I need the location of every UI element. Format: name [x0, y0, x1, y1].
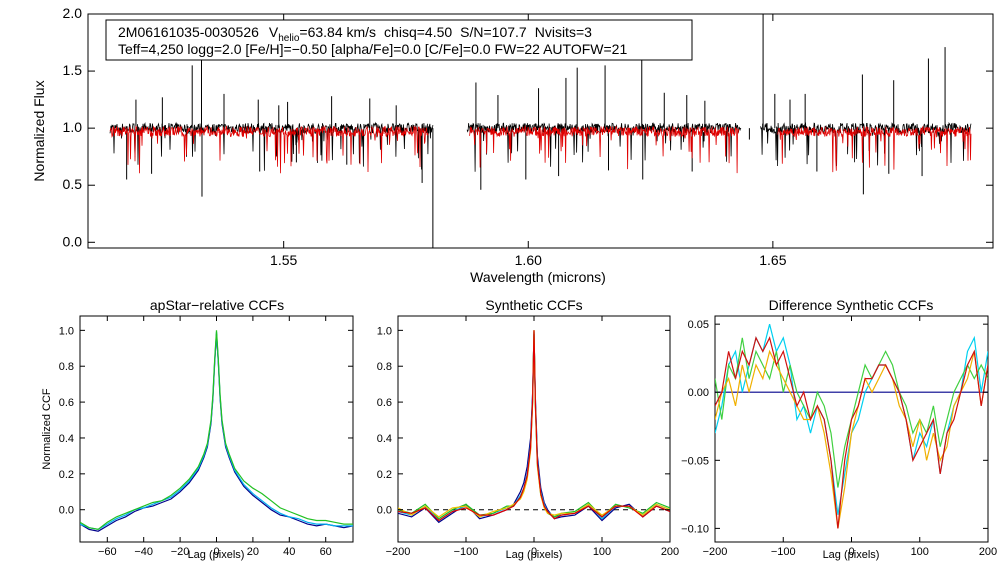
apstar-ccf-x-tick-label: −60	[98, 546, 117, 558]
synthetic-ccf-ticks: −200 −100 0 100 200 0.0 0.2 0.4 0.6 0.8 1.0	[377, 316, 679, 558]
apstar-ccf-y-tick-label: 0.2	[59, 469, 74, 481]
chisq-value: chisq=4.50	[384, 24, 452, 40]
synthetic-ccf-y-tick-label: 0.8	[377, 361, 392, 373]
apstar-ccf-y-tick-label: 0.4	[59, 433, 74, 445]
synthetic-ccf-y-tick-label: 0.2	[377, 469, 392, 481]
synthetic-ccf-panel: Synthetic CCFs −200 −100 0 100 200 0.0 0.2 0.4 0…	[377, 297, 679, 561]
difference-ccf-line-diff-2	[715, 337, 988, 488]
v-helio-prefix: V	[269, 24, 279, 40]
spectrum-y-axis-label: Normalized Flux	[31, 80, 47, 181]
snr-value: S/N=107.7	[460, 24, 527, 40]
apstar-ccf-y-axis-label: Normalized CCF	[41, 388, 53, 470]
difference-ccf-frame	[714, 315, 989, 543]
apstar-ccf-x-tick-label: 0	[213, 546, 219, 558]
spectrum-x-tick-label: 1.60	[515, 252, 542, 268]
info-line-1: 2M06161035-0030526 Vhelio=63.84 km/s chisq…	[118, 24, 592, 44]
synthetic-ccf-x-tick-label: 200	[661, 546, 679, 558]
synthetic-ccf-x-tick-label: −100	[454, 546, 479, 558]
apstar-ccf-panel: apStar−relative CCFs −60 −40 −20 0 20 40 60 0.0…	[41, 297, 354, 561]
synthetic-ccf-series	[398, 330, 670, 524]
star-id: 2M06161035-0030526	[118, 24, 259, 40]
difference-ccf-series	[715, 324, 988, 529]
apstar-ccf-y-tick-label: 0.0	[59, 505, 74, 517]
difference-ccf-title: Difference Synthetic CCFs	[769, 297, 934, 313]
v-helio-subscript: helio	[278, 33, 300, 44]
nvisits-value: Nvisits=3	[535, 24, 592, 40]
apstar-ccf-y-tick-label: 0.6	[59, 397, 74, 409]
spectrum-line-synthetic	[109, 125, 972, 174]
spectrum-panel: 1.55 1.60 1.65 0.0 0.5 1.0 1.5 2.0 2M06161035-0…	[31, 5, 994, 285]
difference-ccf-ticks: −200 −100 0 100 200 −0.10 −0.05 0.00 0.05	[681, 316, 997, 558]
spectrum-y-tick-label: 1.0	[63, 119, 83, 135]
spectrum-ticks: 1.55 1.60 1.65 0.0 0.5 1.0 1.5 2.0	[63, 5, 993, 268]
difference-ccf-x-tick-label: 100	[911, 546, 929, 558]
difference-ccf-y-tick-label: −0.10	[681, 523, 709, 535]
difference-ccf-y-tick-label: 0.05	[688, 319, 709, 331]
apstar-ccf-series	[80, 330, 353, 532]
info-line-2: Teff=4,250 logg=2.0 [Fe/H]=−0.50 [alpha/…	[118, 41, 627, 57]
apstar-ccf-y-tick-label: 1.0	[59, 325, 74, 337]
spectrum-plot-frame	[87, 13, 994, 249]
spectrum-x-axis-label: Wavelength (microns)	[470, 269, 606, 285]
difference-ccf-x-tick-label: −100	[771, 546, 796, 558]
v-helio-value: =63.84 km/s	[299, 24, 376, 40]
apstar-ccf-x-tick-label: 60	[320, 546, 332, 558]
info-box	[105, 19, 693, 61]
apstar-ccf-line-visit-3	[80, 330, 353, 531]
apstar-ccf-x-tick-label: −20	[171, 546, 190, 558]
difference-ccf-line-diff-3	[715, 349, 988, 529]
difference-ccf-x-tick-label: −200	[703, 546, 728, 558]
synthetic-ccf-title: Synthetic CCFs	[485, 297, 582, 313]
spectrum-series	[109, 14, 972, 248]
synthetic-ccf-x-tick-label: −200	[386, 546, 411, 558]
difference-ccf-x-tick-label: 0	[848, 546, 854, 558]
spectrum-y-tick-label: 1.5	[63, 62, 83, 78]
synthetic-ccf-y-tick-label: 0.6	[377, 397, 392, 409]
apstar-ccf-title: apStar−relative CCFs	[150, 297, 284, 313]
difference-ccf-x-tick-label: 200	[979, 546, 997, 558]
difference-ccf-panel: Difference Synthetic CCFs −200 −100 0 100 20…	[681, 297, 997, 561]
apstar-ccf-x-tick-label: 40	[283, 546, 295, 558]
difference-ccf-x-axis-label: Lag (pixels)	[823, 549, 880, 561]
synthetic-ccf-y-tick-label: 0.4	[377, 433, 392, 445]
spectrum-y-tick-label: 0.5	[63, 176, 83, 192]
difference-ccf-y-tick-label: −0.05	[681, 455, 709, 467]
synthetic-ccf-line-model-5	[398, 330, 670, 522]
difference-ccf-line-diff-4	[715, 336, 988, 529]
spectrum-y-tick-label: 2.0	[63, 5, 83, 21]
apstar-ccf-line-visit-1	[80, 333, 353, 532]
synthetic-ccf-x-axis-label: Lag (pixels)	[506, 549, 563, 561]
difference-ccf-y-tick-label: 0.00	[688, 387, 709, 399]
apstar-ccf-x-axis-label: Lag (pixels)	[188, 549, 245, 561]
apstar-ccf-y-tick-label: 0.8	[59, 361, 74, 373]
apstar-ccf-x-tick-label: 20	[247, 546, 259, 558]
spectrum-y-tick-label: 0.0	[63, 233, 83, 249]
spectrum-x-tick-label: 1.55	[270, 252, 297, 268]
apstar-ccf-frame	[79, 315, 354, 543]
synthetic-ccf-x-tick-label: 100	[593, 546, 611, 558]
spectrum-x-tick-label: 1.65	[759, 252, 786, 268]
synthetic-ccf-y-tick-label: 1.0	[377, 325, 392, 337]
apstar-ccf-line-visit-2	[80, 332, 353, 531]
synthetic-ccf-y-tick-label: 0.0	[377, 505, 392, 517]
apstar-ccf-x-tick-label: −40	[134, 546, 153, 558]
synthetic-ccf-x-tick-label: 0	[531, 546, 537, 558]
apstar-ccf-ticks: −60 −40 −20 0 20 40 60 0.0 0.2 0.4 0.6 0.8 1.0	[59, 316, 353, 558]
